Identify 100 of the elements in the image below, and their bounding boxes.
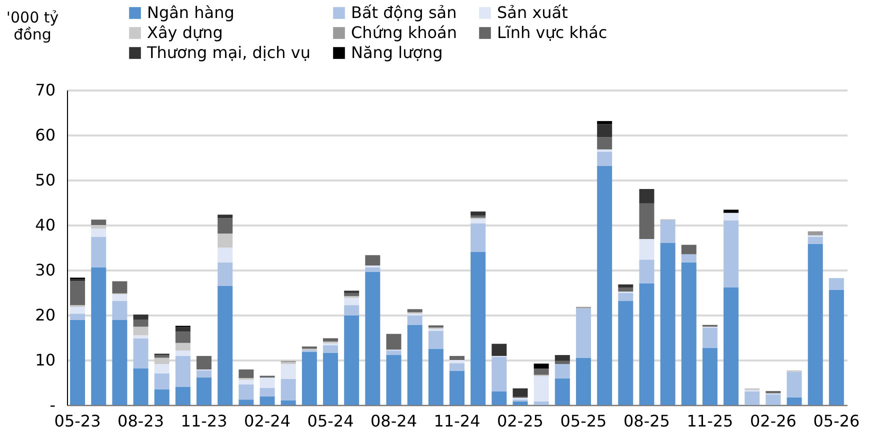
bar (597, 124, 612, 138)
bar (828, 290, 844, 405)
bar (91, 220, 106, 225)
y-axis-title: '000 tỷ đồng (6, 8, 59, 44)
bar (660, 243, 676, 405)
bar (175, 350, 190, 356)
bar (407, 315, 422, 325)
bar (112, 281, 128, 294)
x-tick-label: 05-23 (54, 412, 101, 430)
legend-label: Xây dựng (147, 23, 223, 42)
bar (681, 262, 696, 405)
bar (238, 380, 254, 384)
bar (238, 400, 254, 405)
bar (91, 225, 106, 229)
bar (618, 301, 634, 405)
legend-label: Sản xuất (497, 3, 568, 22)
bar (660, 220, 676, 243)
bar (133, 368, 148, 405)
bar (344, 305, 360, 316)
bar (470, 212, 486, 216)
legend-label: Chứng khoán (351, 23, 457, 42)
x-tick-label: 02-24 (244, 412, 291, 430)
y-tick-label: 60 (35, 126, 56, 144)
x-tick-label: 08-24 (370, 412, 418, 430)
bar (70, 281, 86, 306)
bar (323, 352, 338, 405)
bar (554, 360, 570, 364)
bar (786, 397, 802, 405)
y-tick-label: - (50, 396, 56, 414)
bar (639, 238, 654, 260)
bar (154, 374, 170, 390)
bar (428, 348, 444, 405)
bar (450, 360, 464, 364)
x-tick-label: 02-25 (496, 412, 544, 430)
bar (302, 352, 317, 405)
bar (534, 401, 549, 405)
bar (681, 254, 696, 262)
bar (218, 218, 233, 234)
bar (534, 368, 549, 375)
bar (808, 231, 823, 236)
bar (70, 314, 86, 320)
bar (280, 364, 296, 379)
bar (702, 348, 718, 405)
bar (280, 378, 296, 400)
y-tick-label: 10 (35, 350, 56, 370)
x-tick-label: 05-25 (560, 412, 607, 430)
bar (512, 388, 528, 397)
bar (828, 278, 844, 290)
bar (218, 234, 233, 248)
bar (470, 223, 486, 252)
bar (133, 320, 148, 327)
x-tick-label: 08-23 (118, 412, 164, 430)
bar (196, 378, 212, 405)
bar (724, 220, 739, 288)
bar (154, 355, 170, 358)
bar (724, 212, 739, 220)
bar (70, 306, 86, 314)
bar (133, 335, 148, 338)
bar (639, 189, 654, 204)
legend-label: Bất động sản (351, 3, 457, 22)
bar (175, 342, 190, 351)
bar (450, 363, 464, 371)
bar (154, 358, 170, 364)
y-tick-label: 20 (35, 306, 56, 324)
bar (154, 389, 170, 405)
bar (218, 214, 233, 218)
bar (407, 324, 422, 405)
x-tick-label: 05-24 (307, 412, 354, 430)
legend-label: Thương mại, dịch vụ (146, 43, 310, 62)
bar (386, 350, 402, 356)
bar (597, 152, 612, 166)
bar (218, 248, 233, 262)
bar (344, 315, 360, 405)
bar (407, 309, 422, 312)
bar (492, 392, 507, 405)
bar (175, 332, 190, 343)
bar (91, 267, 106, 405)
bar (492, 344, 507, 356)
bar (133, 314, 148, 320)
y-tick-label: 30 (35, 260, 56, 280)
bar (450, 370, 464, 405)
bar (470, 219, 486, 224)
bar (386, 334, 402, 350)
bar (133, 326, 148, 336)
bar (238, 384, 254, 400)
y-tick-label: 50 (35, 170, 56, 190)
bar (681, 244, 696, 254)
bar (618, 292, 634, 302)
bar (91, 228, 106, 237)
bar (639, 203, 654, 239)
bar (702, 328, 718, 348)
bar (554, 378, 570, 405)
bar (766, 394, 781, 405)
legend-label: Ngân hàng (147, 3, 234, 22)
bar (618, 288, 634, 292)
bar (112, 294, 128, 302)
bar (175, 327, 190, 332)
bar (724, 210, 739, 213)
bar (196, 356, 212, 370)
x-tick-label: 11-23 (180, 412, 228, 430)
